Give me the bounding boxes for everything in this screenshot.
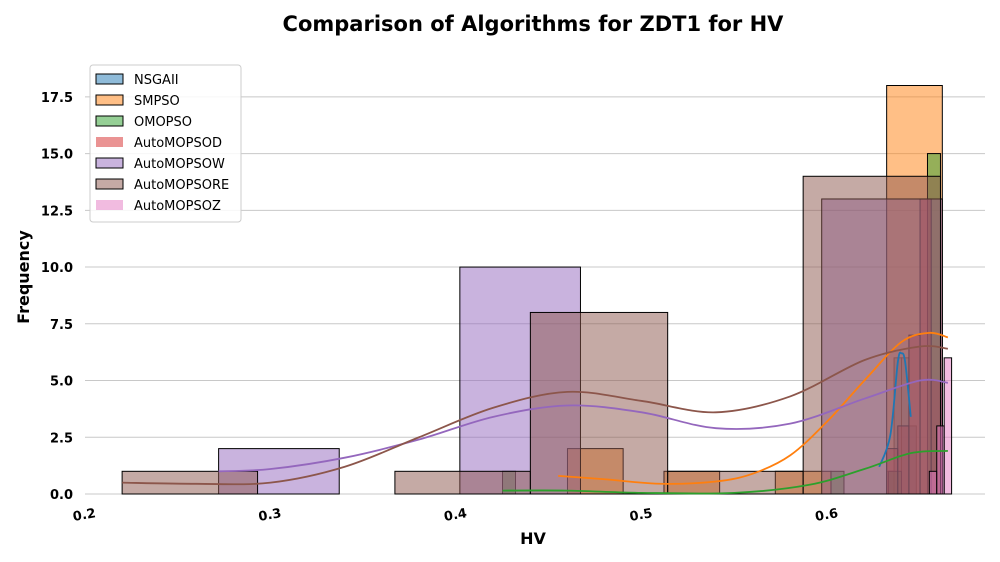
legend-swatch [95,94,124,106]
kde-curves [122,331,949,495]
kde-nsgaii [878,351,912,468]
x-tick-label: 0.4 [443,506,468,525]
kde-smpso [558,331,949,485]
y-tick-label: 2.5 [50,431,73,446]
legend-label: AutoMOPSOZ [134,199,221,214]
legend-label: AutoMOPSOW [134,157,225,172]
x-tick-label: 0.5 [628,506,653,525]
bar-automopsoz [936,425,945,495]
kde-automopsore [122,345,949,486]
x-tick-label: 0.2 [72,506,97,525]
legend-label: SMPSO [134,94,180,109]
legend-label: AutoMOPSORE [134,178,229,193]
legend-swatch [95,115,124,127]
y-tick-label: 7.5 [50,318,73,333]
y-tick-label: 5.0 [50,375,73,390]
kde-omopso [502,449,948,495]
y-tick-label: 17.5 [41,91,73,106]
bar-automopsoz [943,357,953,495]
bar-automopsore [802,175,941,495]
legend-swatch [95,73,124,85]
x-axis-label: HV [520,529,546,548]
legend-swatch [95,178,124,190]
legend-label: NSGAII [134,73,179,88]
bar-automopsore [529,311,669,495]
y-tick-label: 15.0 [41,148,73,163]
bar-automopsore [121,470,259,495]
x-axis-ticks: 0.2 0.3 0.4 0.5 0.6 [72,506,840,525]
y-tick-label: 12.5 [41,204,73,219]
legend-swatch [95,157,124,169]
legend-box [89,64,242,223]
y-tick-label: 10.0 [41,261,73,276]
legend: NSGAII SMPSO OMOPSO AutoMOPSOD AutoMOPSOW Aut… [89,64,242,223]
histogram-bars [121,85,953,495]
kde-automopsow [218,378,949,473]
chart-title: Comparison of Algorithms for ZDT1 for HV [283,12,785,36]
legend-swatch [96,137,123,147]
legend-swatch [96,200,123,210]
x-tick-label: 0.6 [814,506,839,525]
y-axis-ticks: 0.0 2.5 5.0 7.5 10.0 12.5 15.0 17.5 [41,91,73,503]
x-tick-label: 0.3 [257,506,282,525]
bar-automopsore [667,470,804,495]
legend-label: AutoMOPSOD [134,136,222,151]
legend-label: OMOPSO [134,115,192,130]
y-tick-label: 0.0 [50,488,73,503]
bar-automopsoz [928,470,938,495]
y-axis-label: Frequency [14,230,33,324]
